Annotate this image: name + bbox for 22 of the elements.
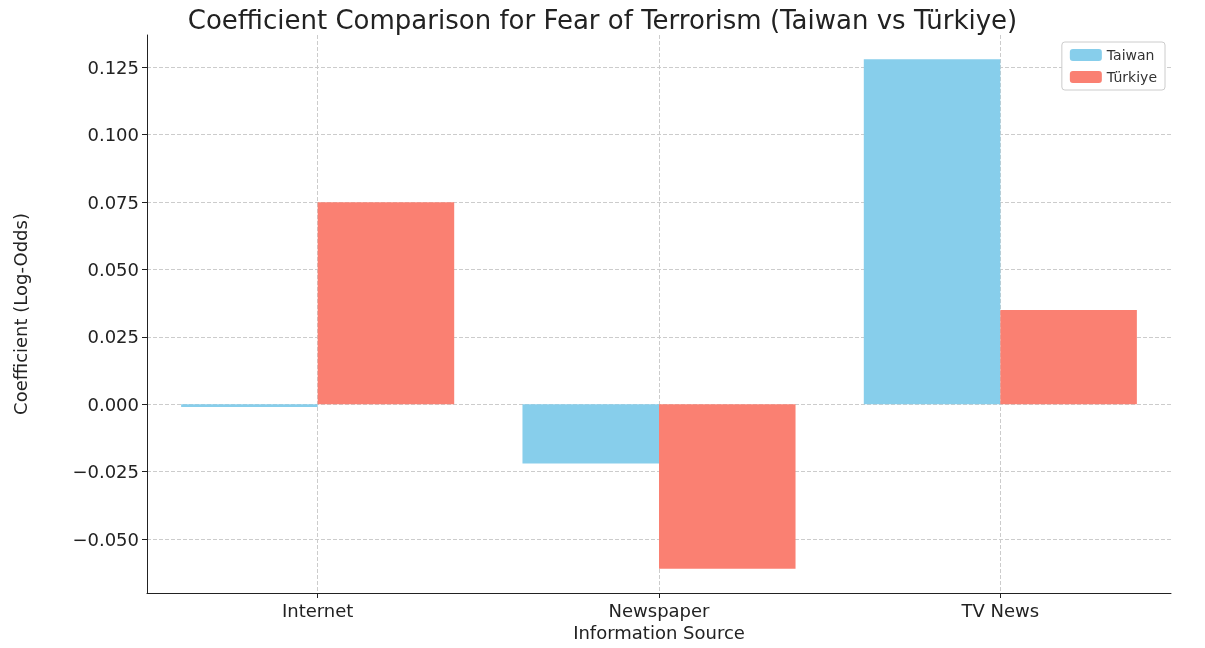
y-tick-label: 0.025	[87, 326, 139, 348]
bar	[1000, 309, 1137, 405]
y-tick-label: −0.025	[72, 461, 139, 483]
y-tick-label: 0.050	[87, 259, 139, 281]
y-tick-label: 0.000	[87, 393, 139, 415]
bar	[863, 59, 1001, 405]
x-tick-label: TV News	[960, 599, 1040, 621]
x-tick-label: Internet	[281, 599, 354, 621]
legend-label: Türkiye	[1105, 69, 1157, 85]
y-tick-label: 0.125	[87, 56, 139, 78]
y-axis-title: Coefficient (Log-Odds)	[9, 213, 31, 415]
y-tick-label: 0.100	[87, 124, 139, 146]
bar	[181, 404, 318, 407]
x-axis-title: Information Source	[573, 622, 745, 644]
y-tick-label: 0.075	[87, 191, 139, 213]
legend-label: Taiwan	[1105, 47, 1155, 63]
chart-title: Coefficient Comparison for Fear of Terrorism (Taiwan vs Türkiye)	[187, 5, 1018, 35]
bar	[522, 404, 659, 464]
bar	[317, 202, 455, 405]
y-tick-label: −0.050	[72, 528, 139, 550]
x-tick-label: Newspaper	[608, 599, 711, 621]
bar	[659, 404, 796, 569]
